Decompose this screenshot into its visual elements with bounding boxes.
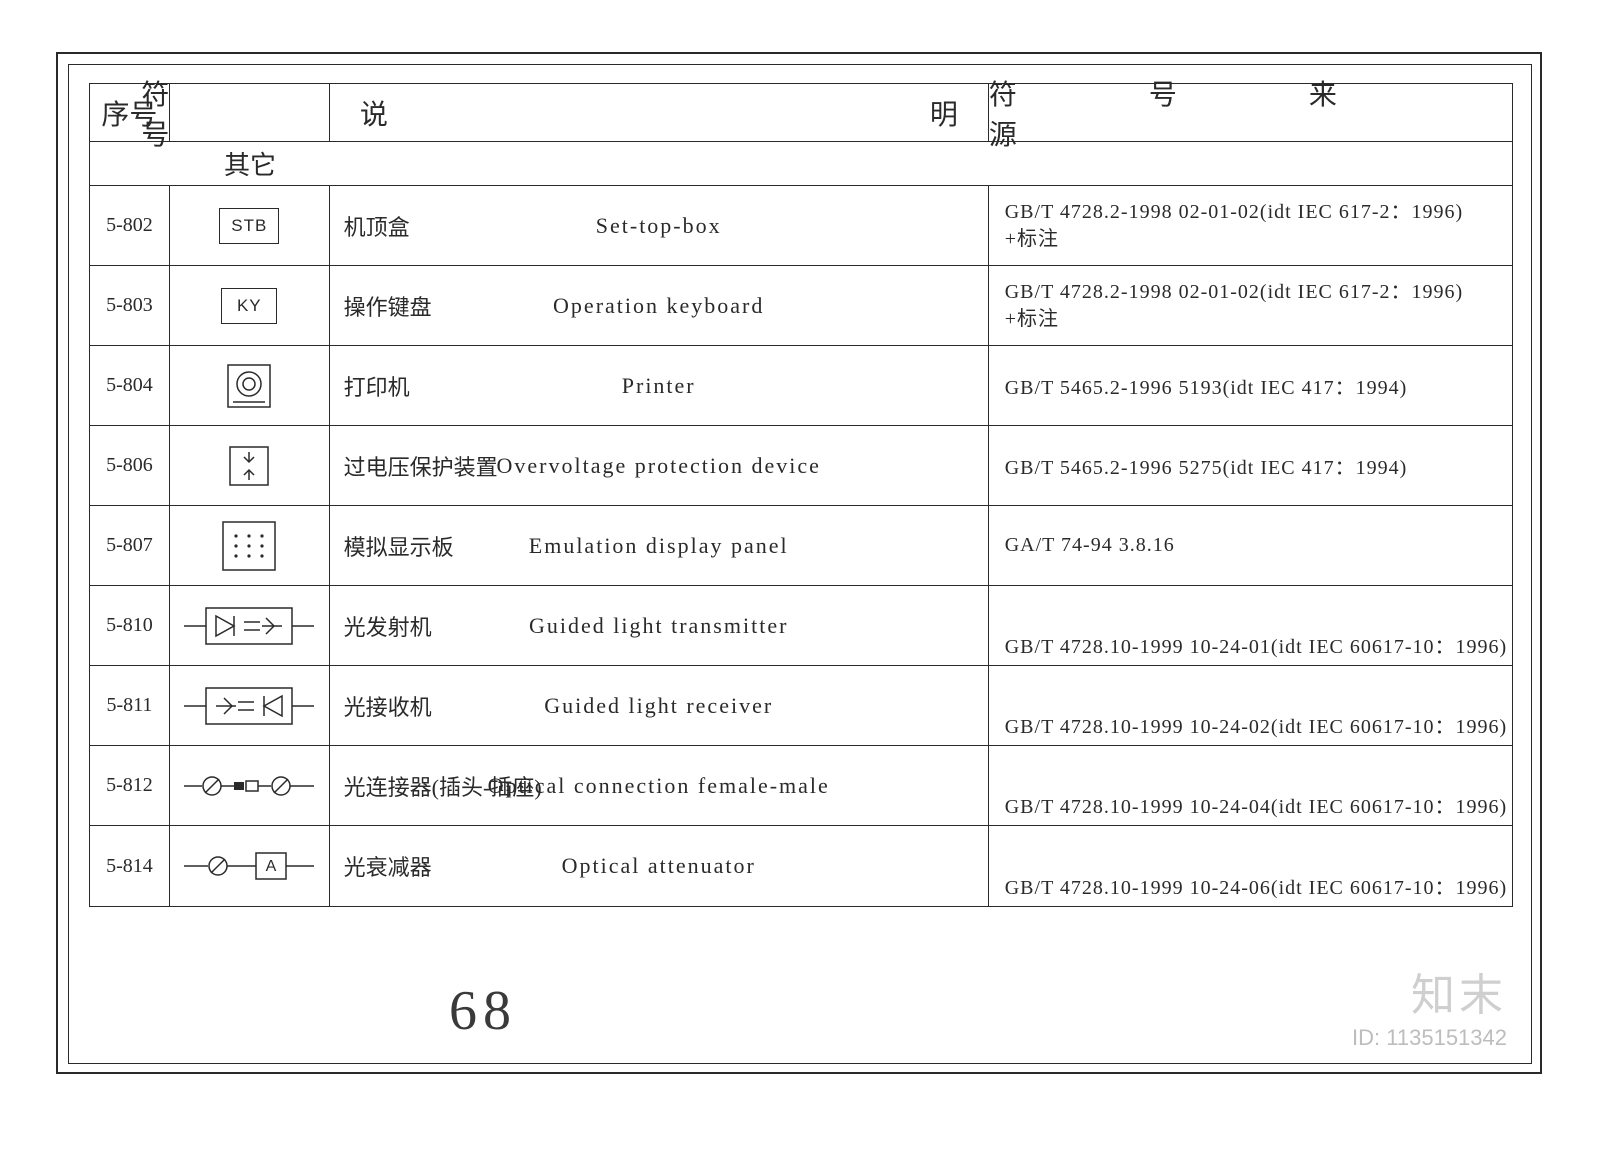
desc-en: Operation keyboard <box>553 293 764 319</box>
cell-source: GB/T 4728.2-1998 02-01-02(idt IEC 617-2：… <box>989 266 1512 345</box>
cell-desc: 机顶盒 Set-top-box <box>330 186 989 265</box>
desc-cn: 打印机 <box>344 370 410 402</box>
desc-cn: 光发射机 <box>344 610 432 642</box>
cell-source: GB/T 4728.10-1999 10-24-01(idt IEC 60617… <box>989 586 1512 665</box>
cell-source: GA/T 74-94 3.8.16 <box>989 506 1512 585</box>
cell-desc: 操作键盘 Operation keyboard <box>330 266 989 345</box>
cell-source: GB/T 4728.10-1999 10-24-06(idt IEC 60617… <box>989 826 1512 906</box>
cell-symbol <box>170 346 330 425</box>
desc-en: Set-top-box <box>596 213 722 239</box>
section-spacer <box>90 142 170 185</box>
cell-source: GB/T 4728.2-1998 02-01-02(idt IEC 617-2：… <box>989 186 1512 265</box>
cell-desc: 光连接器(插头-插座) Optical connection female-ma… <box>330 746 989 825</box>
cell-symbol <box>170 586 330 665</box>
cell-symbol: KY <box>170 266 330 345</box>
inner-border: 序号 符 号 说 明 符 号 来 源 其它 5-802 STB 机顶盒 Set-… <box>68 64 1532 1064</box>
cell-symbol: STB <box>170 186 330 265</box>
cell-desc: 打印机 Printer <box>330 346 989 425</box>
section-row-other: 其它 <box>90 142 1512 186</box>
col-header-symbol: 符 号 <box>170 84 330 141</box>
cell-desc: 模拟显示板 Emulation display panel <box>330 506 989 585</box>
cell-no: 5-812 <box>90 746 170 825</box>
cell-no: 5-814 <box>90 826 170 906</box>
cell-no: 5-807 <box>90 506 170 585</box>
cell-desc: 光接收机 Guided light receiver <box>330 666 989 745</box>
page-number: 68 <box>449 979 517 1043</box>
cell-source: GB/T 4728.10-1999 10-24-04(idt IEC 60617… <box>989 746 1512 825</box>
table-row: 5-807 模拟显示板 Emulation display panel GA/T… <box>90 506 1512 586</box>
col-header-desc: 说 明 <box>330 84 989 141</box>
table-row: 5-811 光接收机 Guided light receiver GB/T 47… <box>90 666 1512 746</box>
table-row: 5-806 过电压保护装置 Overvoltage protection dev… <box>90 426 1512 506</box>
desc-en: Overvoltage protection device <box>497 453 821 479</box>
cell-desc: 过电压保护装置 Overvoltage protection device <box>330 426 989 505</box>
cell-symbol <box>170 426 330 505</box>
desc-cn: 光接收机 <box>344 690 432 722</box>
table-row: 5-810 光发射机 Guided light transmitter GB/T… <box>90 586 1512 666</box>
svg-text:A: A <box>266 858 277 875</box>
watermark-logo: 知末 <box>1411 959 1507 1023</box>
watermark-id: ID: 1135151342 <box>1352 1025 1507 1051</box>
section-label: 其它 <box>170 142 1512 185</box>
cell-symbol <box>170 746 330 825</box>
cell-desc: 光衰减器 Optical attenuator <box>330 826 989 906</box>
desc-cn: 操作键盘 <box>344 290 432 322</box>
desc-cn: 光衰减器 <box>344 850 432 882</box>
cell-no: 5-803 <box>90 266 170 345</box>
cell-source: GB/T 5465.2-1996 5275(idt IEC 417：1994) <box>989 426 1512 505</box>
cell-desc: 光发射机 Guided light transmitter <box>330 586 989 665</box>
desc-en: Emulation display panel <box>529 533 789 559</box>
cell-symbol: A <box>170 826 330 906</box>
cell-no: 5-802 <box>90 186 170 265</box>
cell-no: 5-804 <box>90 346 170 425</box>
cell-no: 5-806 <box>90 426 170 505</box>
table-row: 5-802 STB 机顶盒 Set-top-box GB/T 4728.2-19… <box>90 186 1512 266</box>
cell-no: 5-811 <box>90 666 170 745</box>
table-row: 5-804 打印机 Printer GB/T 5465.2-1996 5193(… <box>90 346 1512 426</box>
table-row: 5-803 KY 操作键盘 Operation keyboard GB/T 47… <box>90 266 1512 346</box>
cell-source: GB/T 4728.10-1999 10-24-02(idt IEC 60617… <box>989 666 1512 745</box>
col-header-source: 符 号 来 源 <box>989 84 1512 141</box>
cell-source: GB/T 5465.2-1996 5193(idt IEC 417：1994) <box>989 346 1512 425</box>
desc-en: Optical connection female-male <box>488 773 830 799</box>
cell-symbol <box>170 506 330 585</box>
table-header-row: 序号 符 号 说 明 符 号 来 源 <box>90 84 1512 142</box>
outer-border: 序号 符 号 说 明 符 号 来 源 其它 5-802 STB 机顶盒 Set-… <box>56 52 1542 1074</box>
desc-en: Guided light receiver <box>544 693 773 719</box>
table-row: 5-814 A 光衰减器 Optical attenuator GB/T 472… <box>90 826 1512 906</box>
desc-en: Guided light transmitter <box>529 613 788 639</box>
symbol-table: 序号 符 号 说 明 符 号 来 源 其它 5-802 STB 机顶盒 Set-… <box>89 83 1513 907</box>
desc-en: Optical attenuator <box>562 853 756 879</box>
desc-en: Printer <box>622 373 696 399</box>
desc-cn: 机顶盒 <box>344 210 410 242</box>
desc-cn: 模拟显示板 <box>344 530 454 562</box>
desc-cn: 过电压保护装置 <box>344 450 498 482</box>
cell-no: 5-810 <box>90 586 170 665</box>
cell-symbol <box>170 666 330 745</box>
table-row: 5-812 光连接器(插头-插座) Optical connection fem… <box>90 746 1512 826</box>
